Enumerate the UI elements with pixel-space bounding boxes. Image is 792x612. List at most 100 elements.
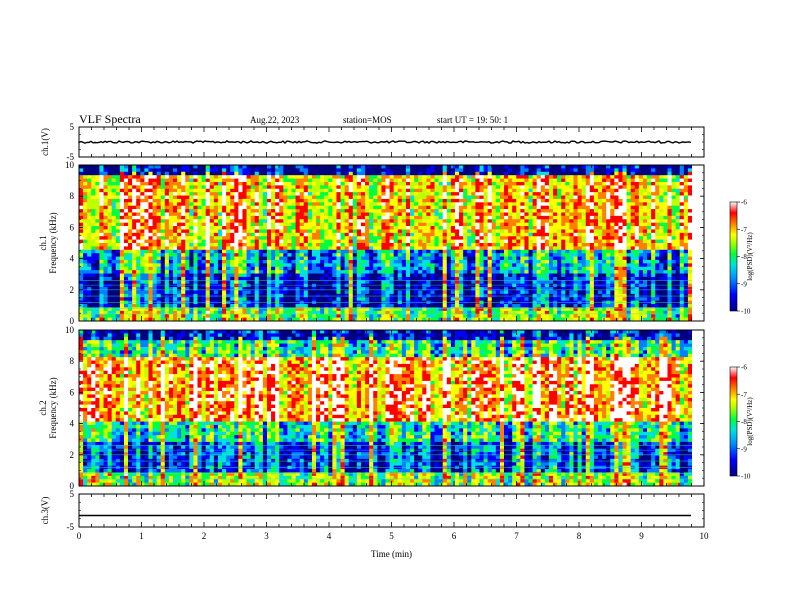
spectrogram-cell bbox=[222, 165, 227, 169]
spectrogram-cell bbox=[393, 239, 399, 244]
spectrogram-cell bbox=[197, 171, 202, 176]
spectrogram-cell bbox=[95, 195, 100, 200]
spectrogram-cell bbox=[254, 253, 260, 257]
spectrogram-cell bbox=[95, 276, 100, 281]
spectrogram-cell bbox=[508, 171, 513, 176]
spectrogram-cell bbox=[467, 229, 472, 234]
spectrogram-cell bbox=[438, 290, 444, 295]
spectrogram-cell bbox=[275, 188, 280, 193]
spectrogram-cell bbox=[303, 222, 309, 227]
spectrogram-cell bbox=[520, 209, 525, 213]
spectrogram-cell bbox=[95, 188, 100, 193]
spectrogram-cell bbox=[487, 209, 493, 213]
spectrogram-cell bbox=[132, 304, 137, 308]
spectrogram-cell bbox=[79, 246, 84, 251]
spectrogram-cell bbox=[164, 246, 170, 251]
spectrogram-cell bbox=[344, 226, 350, 230]
spectrogram-cell bbox=[172, 317, 178, 322]
spectrogram-cell bbox=[381, 198, 386, 203]
spectrogram-cell bbox=[320, 276, 325, 281]
spectrogram-cell bbox=[164, 181, 170, 186]
spectrogram-cell bbox=[459, 209, 464, 213]
spectrogram-cell bbox=[434, 253, 440, 257]
spectrogram-cell bbox=[119, 205, 125, 210]
spectrogram-cell bbox=[132, 202, 137, 207]
spectrogram-cell bbox=[197, 219, 202, 224]
spectrogram-cell bbox=[520, 212, 525, 217]
spectrogram-cell bbox=[287, 243, 292, 247]
spectrogram-cell bbox=[226, 307, 231, 312]
spectrogram-cell bbox=[422, 181, 427, 186]
spectrogram-cell bbox=[103, 188, 109, 193]
spectrogram-cell bbox=[217, 287, 223, 291]
spectrogram-cell bbox=[230, 317, 235, 322]
spectrogram-cell bbox=[454, 192, 460, 196]
spectrogram-cell bbox=[91, 185, 96, 190]
spectrogram-cell bbox=[172, 188, 178, 193]
spectrogram-cell bbox=[193, 283, 198, 288]
spectrogram-cell bbox=[197, 280, 202, 285]
spectrogram-cell bbox=[495, 307, 501, 312]
spectrogram-cell bbox=[495, 232, 501, 237]
spectrogram-cell bbox=[324, 304, 329, 308]
spectrogram-cell bbox=[491, 219, 497, 224]
spectrogram-cell bbox=[414, 280, 419, 285]
spectrogram-cell bbox=[226, 229, 231, 234]
spectrogram-cell bbox=[79, 280, 84, 285]
spectrogram-cell bbox=[479, 181, 484, 186]
spectrogram-cell bbox=[340, 226, 346, 230]
spectrogram-cell bbox=[164, 205, 170, 210]
spectrogram-cell bbox=[381, 219, 386, 224]
spectrogram-cell bbox=[279, 273, 284, 278]
spectrogram-cell bbox=[299, 304, 305, 308]
spectrogram-cell bbox=[242, 283, 247, 288]
spectrogram-cell bbox=[258, 175, 264, 179]
spectrogram-cell bbox=[181, 256, 186, 261]
spectrogram-cell bbox=[344, 273, 350, 278]
spectrogram-cell bbox=[87, 226, 92, 230]
spectrogram-cell bbox=[177, 195, 182, 200]
spectrogram-cell bbox=[213, 263, 219, 268]
spectrogram-cell bbox=[234, 270, 239, 274]
spectrogram-cell bbox=[504, 249, 509, 254]
spectrogram-cell bbox=[197, 253, 202, 257]
spectrogram-cell bbox=[340, 304, 346, 308]
spectrogram-cell bbox=[369, 270, 374, 274]
spectrogram-cell bbox=[123, 287, 129, 291]
spectrogram-cell bbox=[450, 229, 456, 234]
spectrogram-cell bbox=[307, 236, 313, 241]
spectrogram-cell bbox=[369, 205, 374, 210]
spectrogram-cell bbox=[107, 236, 113, 241]
spectrogram-cell bbox=[283, 202, 288, 207]
spectrogram-cell bbox=[132, 168, 137, 173]
spectrogram-cell bbox=[520, 232, 525, 237]
spectrogram-cell bbox=[222, 307, 227, 312]
spectrogram-cell bbox=[234, 283, 239, 288]
spectrogram-cell bbox=[172, 195, 178, 200]
spectrogram-cell bbox=[438, 246, 444, 251]
spectrogram-cell bbox=[83, 239, 88, 244]
spectrogram-cell bbox=[246, 226, 252, 230]
spectrogram-cell bbox=[475, 188, 480, 193]
spectrogram-cell bbox=[316, 195, 321, 200]
spectrogram-cell bbox=[442, 307, 448, 312]
spectrogram-cell bbox=[471, 232, 476, 237]
spectrogram-cell bbox=[418, 205, 423, 210]
spectrogram-cell bbox=[397, 290, 403, 295]
spectrogram-cell bbox=[430, 222, 435, 227]
spectrogram-cell bbox=[275, 232, 280, 237]
spectrogram-cell bbox=[152, 212, 158, 217]
spectrogram-cell bbox=[471, 192, 476, 196]
spectrogram-cell bbox=[356, 270, 362, 274]
spectrogram-cell bbox=[181, 188, 186, 193]
spectrogram-cell bbox=[144, 280, 149, 285]
spectrogram-cell bbox=[516, 181, 521, 186]
spectrogram-cell bbox=[271, 304, 276, 308]
spectrogram-cell bbox=[344, 212, 350, 217]
spectrogram-cell bbox=[348, 195, 354, 200]
spectrogram-cell bbox=[442, 168, 448, 173]
spectrogram-cell bbox=[242, 198, 247, 203]
spectrogram-cell bbox=[454, 178, 460, 183]
spectrogram-cell bbox=[209, 246, 215, 251]
spectrogram-cell bbox=[119, 171, 125, 176]
